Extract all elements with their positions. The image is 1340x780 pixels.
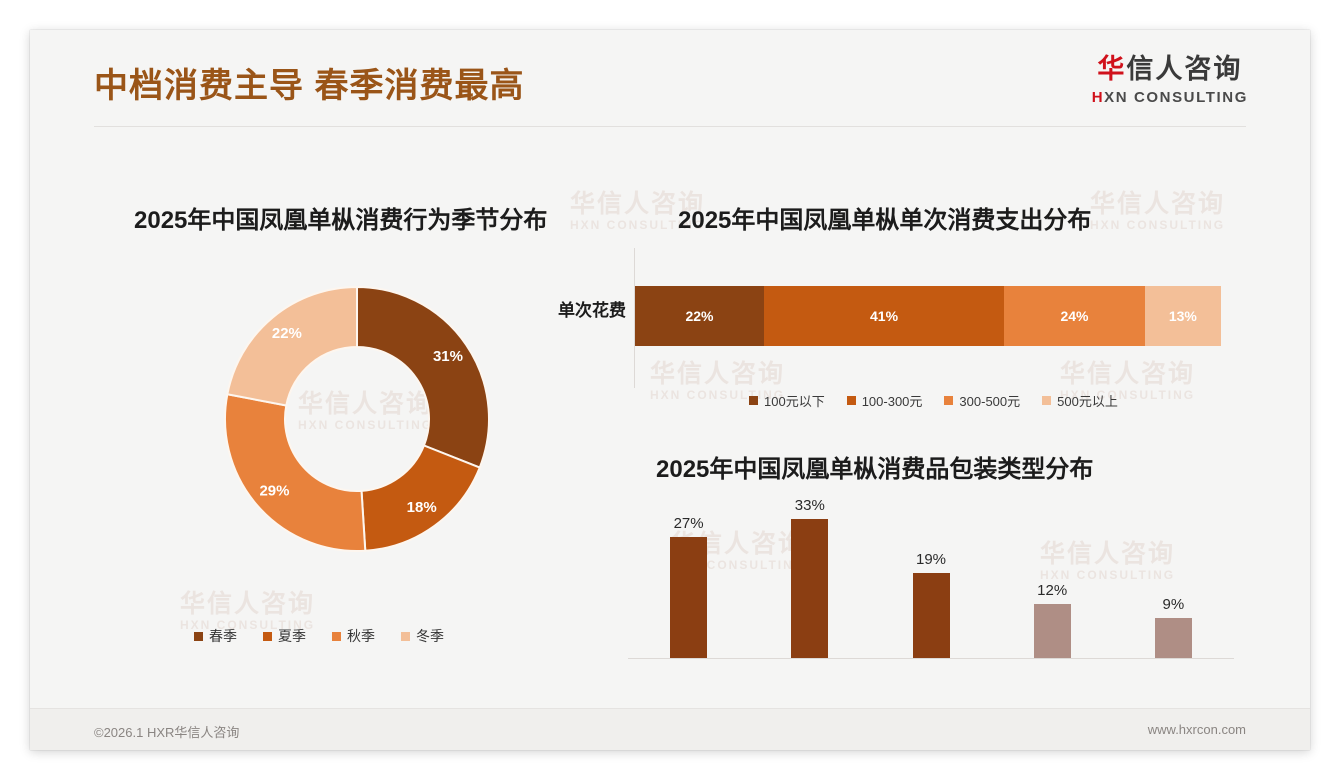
legend-label: 100元以下 [764,394,825,409]
footer-copyright: ©2026.1 HXR华信人咨询 [94,725,240,740]
legend-item[interactable]: 冬季 [401,626,444,646]
legend-swatch-icon [944,396,954,405]
package-columns-title: 2025年中国凤凰单枞消费品包装类型分布 [656,456,1094,483]
season-donut-title: 2025年中国凤凰单枞消费行为季节分布 [134,207,548,234]
column-bar[interactable] [670,537,708,658]
donut-slice[interactable] [224,393,367,552]
legend-swatch-icon [749,396,758,405]
stacked-bar-segment[interactable]: 41% [763,286,1005,346]
donut-slice-value: 29% [259,483,289,500]
header-divider [94,126,1246,127]
column-value-label: 12% [1037,582,1068,600]
column-value-label: 19% [915,551,947,569]
spend-stacked-chart: 2025年中国凤凰单枞单次消费支出分布 单次花费 22% 41% 24% 13% 10… [558,178,1250,428]
column-group: 9% [1114,497,1232,658]
logo-chinese-rest: 信人咨询 [1126,54,1243,84]
logo-english: HXN CONSULTING [1092,90,1248,105]
legend-swatch-icon [194,631,203,641]
logo-english-rest: XN CONSULTING [1104,89,1248,106]
column-bar[interactable] [1154,617,1192,658]
donut-slice[interactable] [356,285,490,469]
legend-item[interactable]: 100元以下 [749,391,825,410]
page-title: 中档消费主导 春季消费最高 [94,67,525,105]
spend-stacked-title: 2025年中国凤凰单枞单次消费支出分布 [678,207,1092,234]
column-baseline [628,658,1234,659]
column-bar[interactable] [912,573,950,658]
legend-label: 500元以上 [1057,394,1118,409]
legend-item[interactable]: 夏季 [263,626,306,646]
legend-label: 100-300元 [861,394,923,409]
legend-item[interactable]: 300-500元 [944,391,1020,410]
legend-label: 300-500元 [959,394,1021,409]
legend-label: 秋季 [347,628,375,644]
legend-swatch-icon [332,631,341,641]
legend-swatch-icon [401,631,410,641]
column-group: 19% [872,497,990,658]
stacked-bar-segment[interactable]: 13% [1144,286,1221,346]
legend-item[interactable]: 秋季 [332,626,375,646]
logo-chinese-accent: 华 [1097,54,1127,84]
brand-logo: 华信人咨询 HXN CONSULTING [1092,56,1248,106]
stacked-bar-segment[interactable]: 22% [635,286,764,346]
slide-header: 中档消费主导 春季消费最高 华信人咨询 HXN CONSULTING [30,30,1310,127]
stacked-category-label: 单次花费 [558,301,626,320]
column-group: 33% [751,497,869,658]
season-donut-legend: 春季 夏季 秋季 冬季 [194,626,444,646]
legend-swatch-icon [1042,396,1052,405]
column-group: 27% [630,497,748,658]
season-donut-chart: 2025年中国凤凰单枞消费行为季节分布 31% 18% 29% 22% 春季 夏季 秋季 冬… [94,178,614,678]
legend-swatch-icon [846,396,856,405]
logo-chinese: 华信人咨询 [1092,56,1248,83]
stacked-bar-segment[interactable]: 24% [1004,286,1145,346]
legend-label: 春季 [209,628,237,644]
legend-item[interactable]: 春季 [194,626,237,646]
donut-slice[interactable] [226,285,358,407]
donut-slice-value: 18% [407,499,437,516]
donut-slice-value: 31% [433,348,463,365]
logo-english-accent: H [1091,89,1105,106]
legend-label: 夏季 [278,628,306,644]
column-value-label: 33% [794,497,825,514]
slide-canvas: 华信人咨询 HXN CONSULTING 华信人咨询 HXN CONSULTIN… [30,30,1310,750]
donut-slice-value: 22% [272,325,302,342]
donut-svg: 31% 18% 29% 22% [224,285,490,552]
donut-graphic: 31% 18% 29% 22% [212,274,502,564]
footer-website: www.hxrcon.com [1147,722,1246,737]
package-columns-chart: 2025年中国凤凰单枞消费品包装类型分布 27%铁罐密封包装33%铝箔袋包装19… [614,435,1250,745]
stacked-axis-line [634,248,635,388]
column-bar[interactable] [1033,604,1071,658]
column-group: 12% [993,497,1111,658]
column-value-label: 9% [1162,595,1185,613]
legend-item[interactable]: 100-300元 [846,391,923,410]
stacked-bar: 22% 41% 24% 13% [635,286,1221,346]
column-bar[interactable] [791,519,829,658]
legend-item[interactable]: 500元以上 [1042,391,1118,410]
column-value-label: 27% [673,515,704,533]
column-plot-area: 27%铁罐密封包装33%铝箔袋包装19%纸盒礼盒包装12%陶瓷罐包装9%真空包装 [628,497,1234,745]
slide-footer: ©2026.1 HXR华信人咨询 www.hxrcon.com [30,708,1310,750]
legend-swatch-icon [263,631,272,641]
spend-stacked-legend: 100元以下 100-300元 300-500元 500元以上 [749,391,1118,410]
legend-label: 冬季 [416,628,444,644]
